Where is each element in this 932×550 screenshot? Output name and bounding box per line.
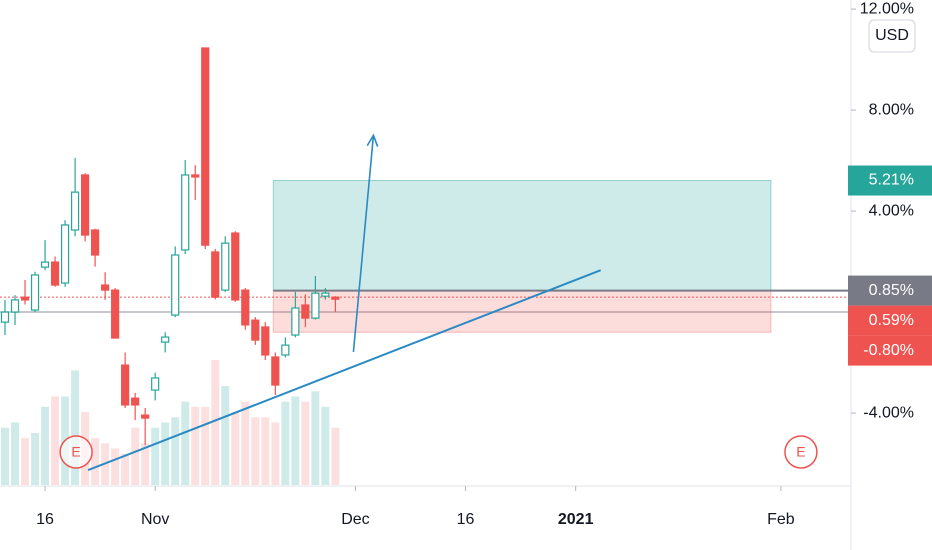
candle-body (0, 311, 10, 323)
volume-bar (231, 412, 240, 485)
earnings-label: E (71, 444, 80, 460)
candle-body (251, 319, 260, 341)
volume-bar (311, 391, 320, 485)
currency-box[interactable] (868, 19, 916, 53)
volume-bar (271, 422, 280, 485)
volume-bar (111, 448, 120, 485)
candle-body (70, 191, 80, 231)
trend-line (87, 269, 602, 472)
price-label-box (848, 305, 932, 336)
volume-bar (91, 438, 100, 485)
candle-body (171, 254, 180, 316)
volume-bar (71, 370, 80, 485)
volume-bar (11, 422, 20, 485)
candle-body (10, 299, 20, 313)
price-label: 0.59% (869, 312, 914, 329)
volume-bar (21, 438, 30, 485)
volume-bar (131, 427, 140, 485)
volume-bar (201, 406, 210, 485)
candle-body (241, 289, 250, 326)
volume-bar (1, 427, 10, 485)
earnings-label: E (796, 444, 805, 460)
candle-body (191, 174, 200, 178)
candle-body (221, 242, 230, 291)
volume-bar (151, 427, 160, 485)
volume-bar (241, 401, 250, 485)
candle-body (261, 326, 270, 356)
x-tick-label: Nov (141, 511, 169, 528)
volume-bar (191, 406, 200, 485)
candle-body (131, 397, 140, 406)
price-label-box (848, 275, 932, 306)
candle-body (331, 296, 340, 300)
x-tick-label: Feb (767, 511, 795, 528)
currency[interactable]: USD (875, 27, 909, 44)
price-label: 5.21% (869, 172, 914, 189)
volume-bar (261, 417, 270, 485)
earnings-marker (59, 435, 93, 469)
y-tick-label: -4.00% (863, 404, 914, 421)
position-target-zone (272, 180, 772, 292)
candle-body (20, 296, 30, 301)
candle-body (30, 274, 40, 311)
candle-body (101, 284, 110, 291)
candle-body (91, 229, 100, 256)
y-tick-label: 4.00% (869, 202, 914, 219)
volume-bar (291, 396, 300, 485)
volume-bar (211, 360, 220, 485)
arrow (352, 133, 379, 353)
candle-body (60, 224, 70, 284)
price-label-box (848, 165, 932, 196)
volume-bar (181, 401, 190, 485)
candle-body (141, 414, 150, 419)
candle-body (291, 307, 300, 336)
candle-body (40, 261, 50, 268)
candle-body (201, 47, 210, 246)
x-tick-label: Dec (341, 511, 369, 528)
volume-bar (321, 406, 330, 485)
volume-bar (251, 417, 260, 485)
volume-bar (301, 401, 310, 485)
candle-body (181, 174, 190, 251)
candle-body (271, 356, 280, 386)
x-tick-label: 16 (457, 511, 475, 528)
volume-bar (31, 432, 40, 485)
x-tick-label: 2021 (558, 511, 594, 528)
candle-body (80, 174, 90, 236)
candle-body (121, 364, 130, 406)
y-tick-label: 12.00% (860, 0, 914, 17)
candle-body (161, 336, 170, 343)
price-label-box (848, 335, 932, 366)
volume-bar (171, 417, 180, 485)
volume-bar (331, 427, 340, 485)
volume-bar (51, 396, 60, 485)
volume-bar (141, 443, 150, 485)
volume-bar (221, 386, 230, 485)
candle-body (311, 292, 320, 319)
candle-body (321, 292, 330, 297)
price-label: 0.85% (869, 282, 914, 299)
candle-body (231, 232, 240, 301)
x-tick-label: 16 (36, 511, 54, 528)
y-tick-label: 8.00% (869, 101, 914, 118)
earnings-marker (784, 435, 818, 469)
volume-bar (281, 401, 290, 485)
candle-body (301, 304, 310, 319)
price-label: -0.80% (863, 342, 914, 359)
volume-bar (161, 422, 170, 485)
candle-body (281, 344, 290, 356)
candle-body (151, 377, 160, 391)
candle-body (111, 289, 120, 339)
volume-bar (41, 406, 50, 485)
candle-body (50, 261, 60, 286)
volume-bar (121, 453, 130, 485)
candle-body (211, 251, 220, 298)
